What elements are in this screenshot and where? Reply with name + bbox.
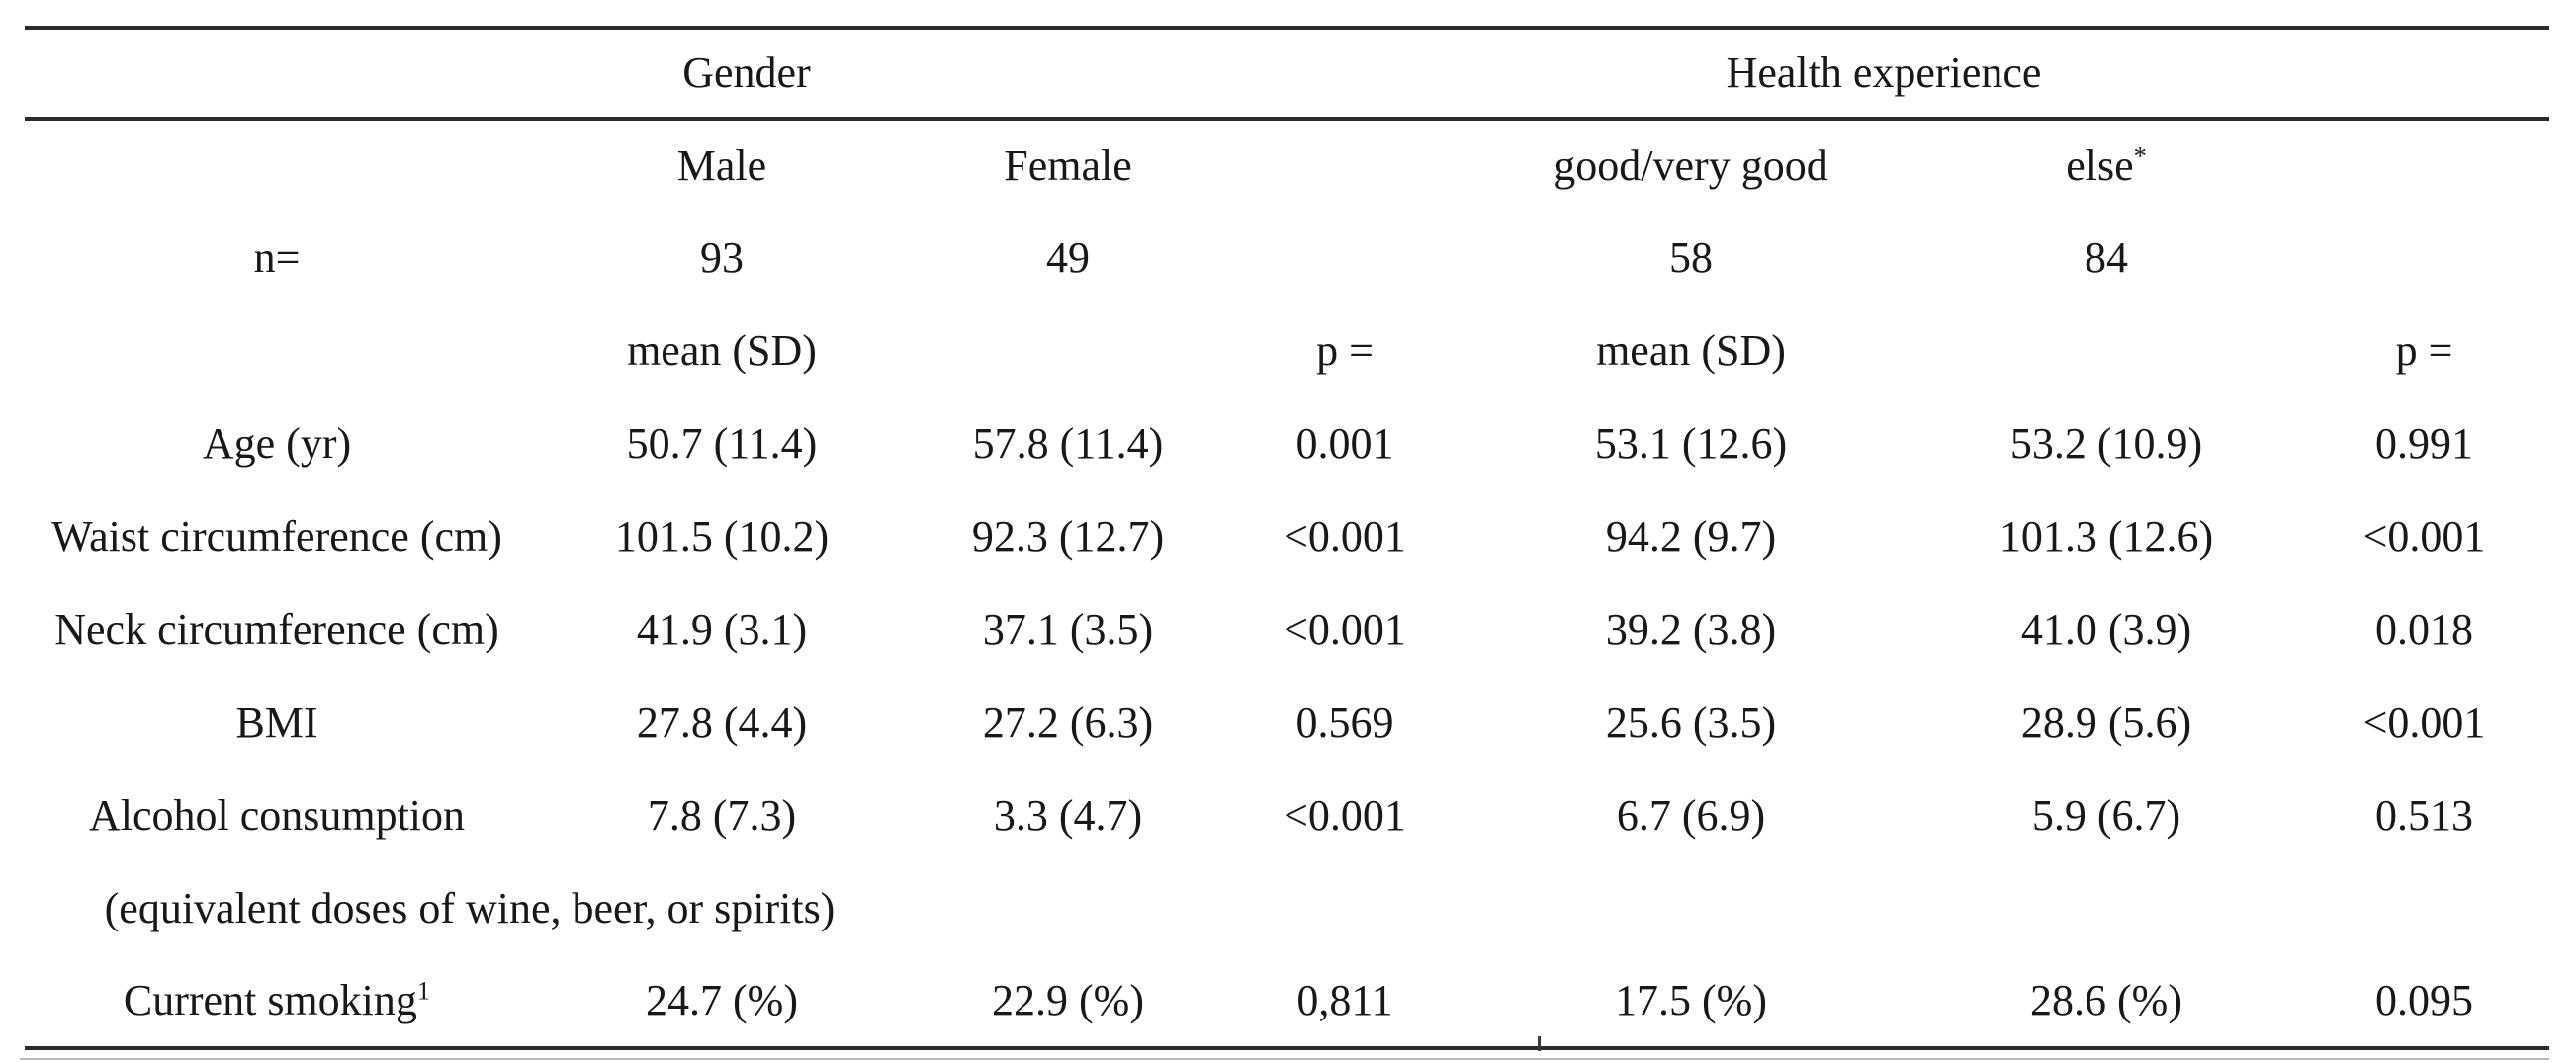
cell-good: 6.7 (6.9) (1616, 790, 1766, 840)
cell-female: 27.2 (6.3) (982, 697, 1154, 747)
cell-good: 39.2 (3.8) (1605, 604, 1777, 654)
cell-female: 3.3 (4.7) (993, 790, 1143, 840)
empty-cell (1913, 862, 2299, 955)
table-row-waist: Waist circumference (cm) 101.5 (10.2) 92… (25, 490, 2549, 583)
cell-p-gender: <0.001 (1284, 511, 1406, 561)
cell-female: 57.8 (11.4) (972, 418, 1164, 468)
row-label: Alcohol consumption (88, 790, 466, 840)
empty-cell (915, 305, 1221, 398)
row-label: Age (yr) (202, 418, 352, 468)
empty-cell (1468, 862, 1913, 955)
row-label: Neck circumference (cm) (54, 604, 499, 654)
column-header-row: Male Female good/very good else* (25, 119, 2549, 212)
cell-good: 25.6 (3.5) (1605, 697, 1777, 747)
gender-group-header: Gender (25, 28, 1468, 121)
n-good: 58 (1669, 232, 1713, 282)
empty-cell (1221, 212, 1468, 305)
empty-cell (2299, 212, 2549, 305)
col-header-good-very-good: good/very good (1554, 140, 1828, 190)
cell-else: 101.3 (12.6) (1999, 511, 2214, 561)
group-header-row: Gender Health experience (25, 28, 2549, 121)
n-equals-label: n= (253, 232, 301, 282)
col-header-else: else* (1913, 119, 2299, 212)
cell-male: 24.7 (%) (646, 975, 798, 1024)
empty-cell (2299, 28, 2549, 121)
cell-else: 28.6 (%) (2030, 975, 2182, 1024)
col-header-male: Male (676, 140, 767, 190)
cell-p-health: 0.513 (2375, 790, 2473, 840)
smoking-label: Current smoking (123, 975, 417, 1024)
row-label: Waist circumference (cm) (51, 511, 502, 561)
descriptive-statistics-table: Gender Health experience Male Female goo… (25, 26, 2549, 1050)
cell-else: 41.0 (3.9) (2020, 604, 2192, 654)
empty-cell (25, 119, 529, 212)
table-row-neck: Neck circumference (cm) 41.9 (3.1) 37.1 … (25, 583, 2549, 676)
n-male: 93 (700, 232, 744, 282)
cell-else: 53.2 (10.9) (2009, 418, 2203, 468)
p-header-gender: p = (1316, 325, 1374, 375)
empty-cell (2299, 862, 2549, 955)
row-label: Current smoking1 (25, 955, 529, 1048)
smoking-footnote-one: 1 (416, 975, 431, 1006)
col-header-else-label: else (2066, 140, 2134, 190)
cell-p-health: <0.001 (2362, 697, 2486, 747)
cell-else: 5.9 (6.7) (2031, 790, 2181, 840)
empty-cell (25, 305, 529, 398)
p-header-health: p = (2395, 325, 2453, 375)
table-row-smoking: Current smoking1 24.7 (%) 22.9 (%) 0,811… (25, 955, 2549, 1048)
cell-p-gender: 0.569 (1295, 697, 1394, 747)
cell-male: 50.7 (11.4) (626, 418, 818, 468)
cell-good: 53.1 (12.6) (1594, 418, 1788, 468)
table-row-alcohol: Alcohol consumption 7.8 (7.3) 3.3 (4.7) … (25, 769, 2549, 862)
table-row-bmi: BMI 27.8 (4.4) 27.2 (6.3) 0.569 25.6 (3.… (25, 676, 2549, 769)
cell-male: 27.8 (4.4) (636, 697, 808, 747)
stray-tick-mark (1538, 1036, 1541, 1051)
health-experience-group-header: Health experience (1468, 28, 2299, 121)
cell-p-health: <0.001 (2362, 511, 2486, 561)
else-footnote-asterisk: * (2133, 140, 2147, 171)
cell-good: 17.5 (%) (1615, 975, 1767, 1024)
col-header-female: Female (1004, 140, 1132, 190)
mean-sd-header-health: mean (SD) (1596, 325, 1786, 375)
cell-male: 7.8 (7.3) (647, 790, 797, 840)
empty-cell (1221, 119, 1468, 212)
cell-good: 94.2 (9.7) (1605, 511, 1777, 561)
cell-male: 101.5 (10.2) (614, 511, 830, 561)
cell-p-gender: <0.001 (1284, 604, 1406, 654)
row-label: BMI (235, 697, 318, 747)
empty-cell (915, 862, 1221, 955)
empty-cell (1913, 305, 2299, 398)
table-row-alcohol-continuation: (equivalent doses of wine, beer, or spir… (25, 862, 2549, 955)
cell-else: 28.9 (5.6) (2020, 697, 2192, 747)
cell-female: 37.1 (3.5) (982, 604, 1154, 654)
cell-female: 92.3 (12.7) (971, 511, 1165, 561)
n-else: 84 (2085, 232, 2128, 282)
cell-p-gender: <0.001 (1284, 790, 1406, 840)
sample-size-row: n= 93 49 58 84 (25, 212, 2549, 305)
n-female: 49 (1046, 232, 1090, 282)
table-row-age: Age (yr) 50.7 (11.4) 57.8 (11.4) 0.001 5… (25, 398, 2549, 490)
empty-cell (2299, 119, 2549, 212)
cell-p-health: 0.991 (2375, 418, 2473, 468)
empty-cell (1221, 862, 1468, 955)
cell-p-gender: 0.001 (1295, 418, 1394, 468)
cell-female: 22.9 (%) (992, 975, 1144, 1024)
stat-header-row: mean (SD) p = mean (SD) p = (25, 305, 2549, 398)
row-label-continuation: (equivalent doses of wine, beer, or spir… (104, 883, 836, 932)
bottom-rule-shadow (20, 1058, 2549, 1060)
mean-sd-header-gender: mean (SD) (627, 325, 817, 375)
cell-p-health: 0.018 (2375, 604, 2473, 654)
cell-p-gender: 0,811 (1296, 975, 1393, 1024)
cell-p-health: 0.095 (2375, 975, 2473, 1024)
cell-male: 41.9 (3.1) (636, 604, 808, 654)
